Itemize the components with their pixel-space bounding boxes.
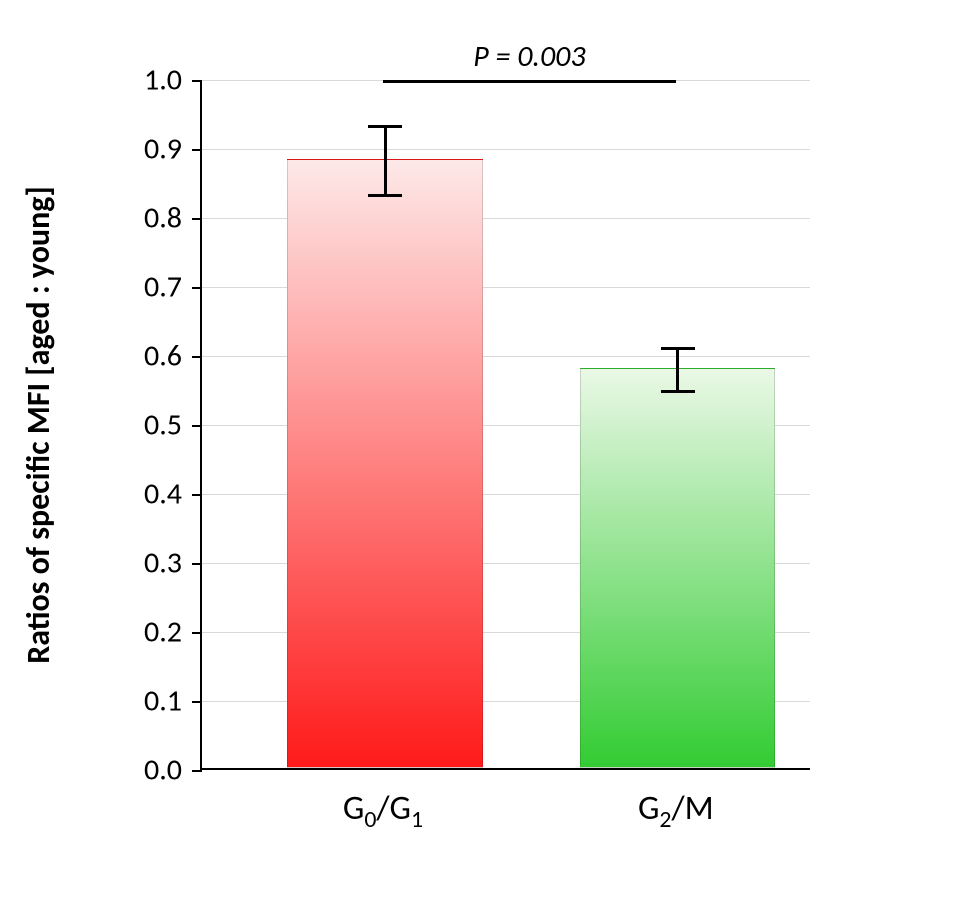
y-tick-label: 0.3	[130, 545, 182, 582]
x-label-G0/G1: G0/G1	[343, 788, 423, 834]
y-tick	[192, 494, 202, 496]
y-tick	[192, 287, 202, 289]
y-tick-label: 0.1	[130, 683, 182, 720]
y-tick-label: 1.0	[130, 62, 182, 99]
y-tick	[192, 632, 202, 634]
y-tick-label: 0.8	[130, 200, 182, 237]
gridline	[202, 149, 810, 150]
y-axis-title: Ratios of specific MFI [aged : young]	[19, 186, 58, 664]
x-label-G2/M: G2/M	[638, 788, 714, 834]
y-tick-label: 0.4	[130, 476, 182, 513]
y-tick	[192, 80, 202, 82]
y-tick	[192, 701, 202, 703]
y-tick-label: 0.5	[130, 407, 182, 444]
y-tick-label: 0.2	[130, 614, 182, 651]
mfi-ratio-bar-chart: Ratios of specific MFI [aged : young] 0.…	[0, 0, 960, 920]
bar-G0/G1	[287, 159, 482, 768]
significance-label: P = 0.003	[473, 38, 585, 75]
y-tick	[192, 563, 202, 565]
y-tick-label: 0.7	[130, 269, 182, 306]
y-tick	[192, 770, 202, 772]
y-tick	[192, 356, 202, 358]
y-tick-label: 0.0	[130, 752, 182, 789]
bar-G2/M	[580, 368, 775, 768]
y-tick	[192, 425, 202, 427]
y-tick	[192, 149, 202, 151]
significance-line	[383, 80, 676, 83]
plot-area	[200, 80, 810, 770]
y-tick-label: 0.9	[130, 131, 182, 168]
y-tick	[192, 218, 202, 220]
y-tick-label: 0.6	[130, 338, 182, 375]
